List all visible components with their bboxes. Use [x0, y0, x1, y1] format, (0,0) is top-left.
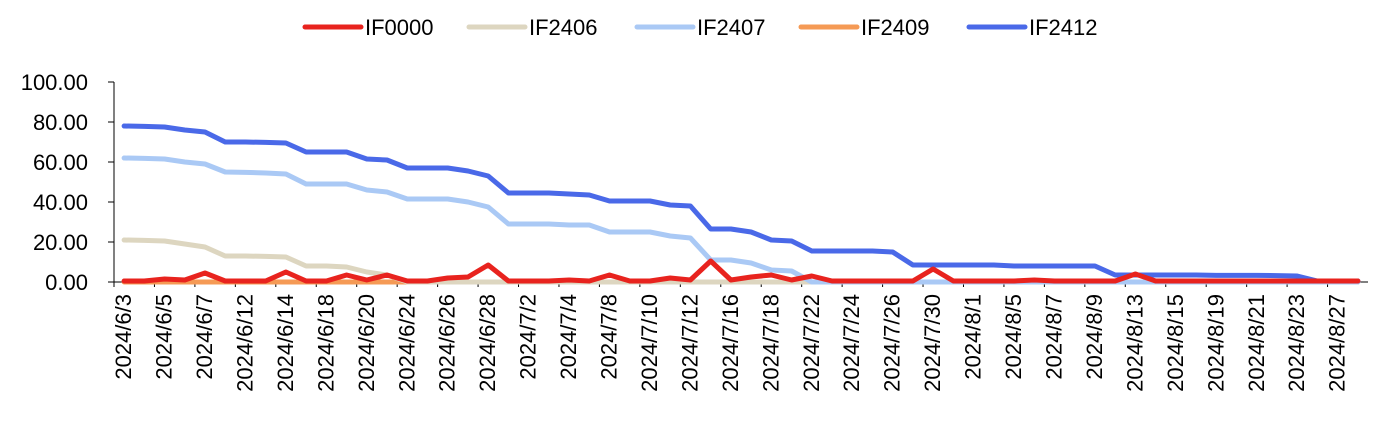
legend-label: IF2406: [529, 15, 598, 40]
x-tick-label: 2024/8/1: [961, 294, 986, 380]
series-line-if2412: [121, 123, 1361, 284]
legend: IF0000 IF2406 IF2407 IF2409 IF2412: [302, 15, 1098, 40]
legend-item-if2406: IF2406: [466, 15, 598, 40]
x-tick-label: 2024/8/19: [1203, 294, 1228, 392]
legend-item-if2409: IF2409: [798, 15, 930, 40]
x-tick-label: 2024/6/7: [192, 294, 217, 380]
y-tick-label: 80.00: [33, 110, 88, 135]
x-tick-label: 2024/6/3: [111, 294, 136, 380]
legend-item-if2407: IF2407: [634, 15, 766, 40]
x-tick-label: 2024/6/5: [152, 294, 177, 380]
y-tick-label: 0.00: [45, 270, 88, 295]
x-axis: 2024/6/3 2024/6/5 2024/6/7 2024/6/12 2024/6/…: [111, 281, 1368, 392]
x-tick-label: 2024/7/4: [556, 294, 581, 380]
legend-label: IF2407: [697, 15, 766, 40]
x-tick-label: 2024/7/24: [839, 294, 864, 392]
x-tick-label: 2024/8/9: [1082, 294, 1107, 380]
x-tick-label: 2024/7/30: [920, 294, 945, 392]
x-tick-label: 2024/8/21: [1244, 294, 1269, 392]
legend-item-if2412: IF2412: [966, 15, 1098, 40]
x-tick-label: 2024/7/18: [758, 294, 783, 392]
y-tick-label: 60.00: [33, 150, 88, 175]
series-line-if2407: [121, 155, 1361, 285]
x-tick-label: 2024/8/15: [1163, 294, 1188, 392]
x-tick-label: 2024/7/26: [880, 294, 905, 392]
x-tick-label: 2024/7/2: [516, 294, 541, 380]
x-tick-label: 2024/8/13: [1122, 294, 1147, 392]
y-tick-label: 100.00: [21, 70, 88, 95]
x-tick-label: 2024/8/7: [1042, 294, 1067, 380]
y-axis: 0.00 20.00 40.00 60.00 80.00 100.00: [21, 70, 115, 295]
y-tick-label: 20.00: [33, 230, 88, 255]
x-tick-label: 2024/7/8: [597, 294, 622, 380]
series-group: [121, 123, 1361, 285]
x-tick-label: 2024/6/14: [273, 294, 298, 392]
legend-label: IF2409: [861, 15, 930, 40]
x-tick-label: 2024/6/26: [435, 294, 460, 392]
x-tick-label: 2024/6/24: [394, 294, 419, 392]
series-line-if0000: [121, 258, 1361, 284]
legend-item-if0000: IF0000: [302, 15, 434, 40]
x-tick-label: 2024/7/10: [637, 294, 662, 392]
x-tick-label: 2024/7/22: [799, 294, 824, 392]
x-tick-label: 2024/8/23: [1284, 294, 1309, 392]
x-tick-label: 2024/6/12: [232, 294, 257, 392]
x-tick-label: 2024/7/16: [718, 294, 743, 392]
legend-label: IF0000: [365, 15, 434, 40]
x-tick-label: 2024/6/20: [354, 294, 379, 392]
x-tick-label: 2024/8/27: [1325, 294, 1350, 392]
x-tick-label: 2024/8/5: [1001, 294, 1026, 380]
x-tick-label: 2024/6/18: [313, 294, 338, 392]
x-tick-label: 2024/7/12: [677, 294, 702, 392]
x-tick-label: 2024/6/28: [475, 294, 500, 392]
y-tick-label: 40.00: [33, 190, 88, 215]
legend-label: IF2412: [1029, 15, 1098, 40]
